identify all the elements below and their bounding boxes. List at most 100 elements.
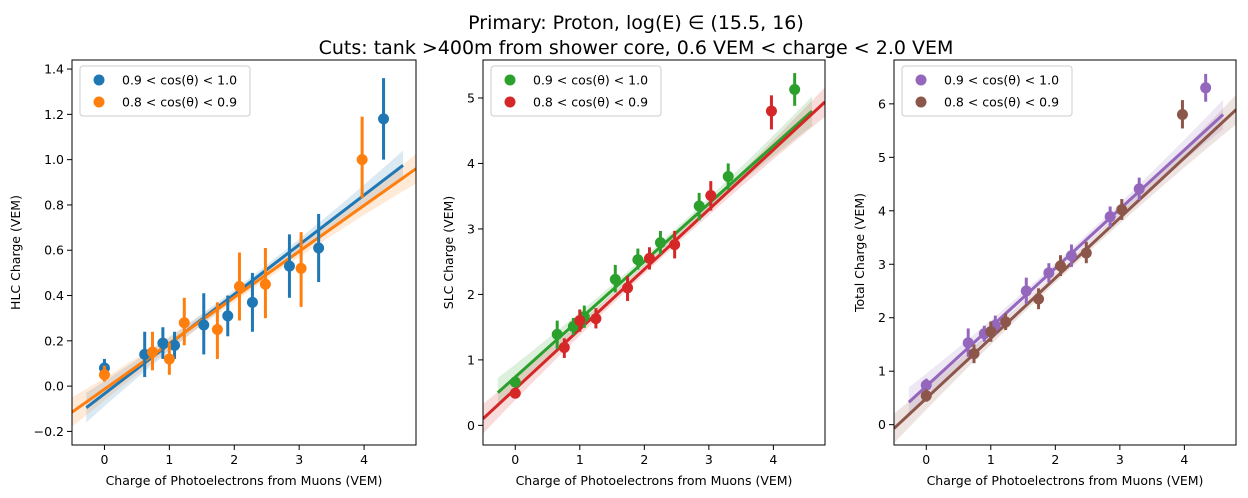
series-2-point	[211, 324, 223, 335]
legend-marker-1	[915, 74, 927, 86]
series-2-point	[178, 317, 190, 329]
legend-box	[901, 65, 1073, 117]
x-axis-label: Charge of Photoelectrons from Muons (VEM…	[516, 473, 793, 488]
series-2-point	[669, 239, 681, 251]
series-1-point	[222, 310, 234, 322]
y-axis-label: Total Charge (VEM)	[852, 193, 867, 313]
series-1-point	[609, 273, 621, 285]
legend-label-1: 0.9 < cos(θ) < 1.0	[533, 73, 648, 88]
series-2-point	[98, 369, 110, 381]
y-tick-label: 0.6	[44, 243, 64, 258]
y-tick-label: 2	[878, 310, 886, 325]
legend-marker-2	[915, 96, 927, 108]
series-1-point	[378, 113, 390, 125]
figure-title-line-2: Cuts: tank >400m from shower core, 0.6 V…	[319, 37, 954, 59]
series-2-point	[163, 353, 175, 365]
series-1-point	[1133, 183, 1145, 195]
series-2-point	[1000, 316, 1012, 328]
series-1-point	[654, 237, 666, 249]
legend-box	[79, 65, 251, 117]
x-tick-label: 3	[295, 452, 303, 467]
series-1-point	[509, 376, 521, 388]
y-tick-label: 1.4	[44, 62, 64, 77]
series-1-point	[313, 242, 325, 254]
chart-panel-1: 0 1 2 3 4 −0.2 0.0 0.2 0.4 0.6 0.8 1.0 1.2 1.4 Charge …	[8, 59, 417, 488]
legend-box	[490, 65, 662, 117]
series-1-point	[1200, 82, 1212, 94]
legend-marker-1	[93, 74, 105, 86]
series-1-point	[722, 171, 734, 183]
y-tick-label: 1.2	[44, 107, 64, 122]
series-2-point	[233, 280, 245, 292]
y-tick-label: 0	[878, 417, 886, 432]
series-2-point	[968, 348, 980, 360]
x-tick-label: 2	[230, 452, 238, 467]
y-tick-label: 0.4	[44, 288, 64, 303]
series-1-point	[169, 339, 181, 351]
series-2-point	[590, 313, 602, 325]
x-tick-label: 2	[1051, 452, 1059, 467]
axes-frame	[893, 59, 1237, 446]
axes-frame	[71, 59, 417, 446]
x-tick-label: 1	[165, 452, 173, 467]
y-tick-label: −0.2	[34, 424, 64, 439]
y-tick-label: 5	[467, 90, 475, 105]
x-axis-label: Charge of Photoelectrons from Muons (VEM…	[927, 473, 1204, 488]
chart-panel-2: 0 1 2 3 4 0 1 2 3 4 5 Charge of Photoelectrons from…	[441, 59, 826, 488]
x-tick-label: 1	[576, 452, 584, 467]
x-tick-label: 3	[705, 452, 713, 467]
series-1-point	[198, 319, 210, 331]
y-axis-label: HLC Charge (VEM)	[8, 195, 23, 310]
y-tick-label: 0.0	[44, 379, 64, 394]
series-1-point	[1065, 250, 1077, 262]
y-tick-label: 2	[467, 287, 475, 302]
x-tick-label: 0	[100, 452, 108, 467]
series-2-point	[295, 262, 307, 274]
legend: 0.9 < cos(θ) < 1.0 0.8 < cos(θ) < 0.9	[79, 65, 251, 117]
series-1-point	[1043, 267, 1055, 279]
series-1-point	[551, 328, 563, 340]
series-2-point	[622, 282, 634, 294]
series-1-point	[962, 337, 974, 349]
series-2-point	[985, 326, 997, 338]
x-tick-label: 4	[360, 452, 368, 467]
series-2-point	[920, 390, 932, 402]
y-tick-label: 6	[878, 96, 886, 111]
series-2-point	[1033, 293, 1045, 305]
panels: 0 1 2 3 4 −0.2 0.0 0.2 0.4 0.6 0.8 1.0 1.2 1.4 Charge …	[8, 59, 1237, 488]
plot-area	[483, 73, 825, 434]
series-1-point	[920, 379, 932, 391]
x-tick-label: 3	[1116, 452, 1124, 467]
series-2-fit-line	[72, 167, 416, 414]
x-tick-label: 0	[511, 452, 519, 467]
series-2-point	[509, 387, 521, 399]
series-2-point	[574, 315, 586, 327]
series-2-point	[356, 154, 368, 166]
y-tick-label: 0	[467, 418, 475, 433]
y-tick-label: 4	[878, 203, 886, 218]
legend-label-1: 0.9 < cos(θ) < 1.0	[944, 73, 1059, 88]
series-2-point	[1080, 247, 1092, 259]
y-tick-label: 3	[467, 221, 475, 236]
legend-label-2: 0.8 < cos(θ) < 0.9	[122, 95, 237, 110]
series-1-point	[789, 83, 801, 95]
axes-frame	[482, 59, 826, 446]
series-1-point	[1104, 211, 1116, 223]
series-2-point	[1054, 260, 1066, 272]
legend: 0.9 < cos(θ) < 1.0 0.8 < cos(θ) < 0.9	[901, 65, 1073, 117]
figure-title-line-1: Primary: Proton, log(E) ∈ (15.5, 16)	[468, 12, 804, 34]
series-1-point	[1020, 285, 1032, 297]
chart-panel-3: 0 1 2 3 4 0 1 2 3 4 5 6 Charge of Photoelectrons fro…	[852, 59, 1237, 488]
x-tick-label: 2	[640, 452, 648, 467]
x-tick-label: 4	[769, 452, 777, 467]
y-tick-label: 1	[467, 352, 475, 367]
x-axis-label: Charge of Photoelectrons from Muons (VEM…	[106, 473, 383, 488]
y-tick-label: 3	[878, 257, 886, 272]
series-1-point	[157, 337, 169, 349]
y-tick-label: 5	[878, 150, 886, 165]
series-1-point	[632, 254, 644, 266]
series-2-point	[1176, 109, 1188, 121]
series-1-point	[246, 296, 258, 308]
legend-marker-1	[504, 74, 516, 86]
